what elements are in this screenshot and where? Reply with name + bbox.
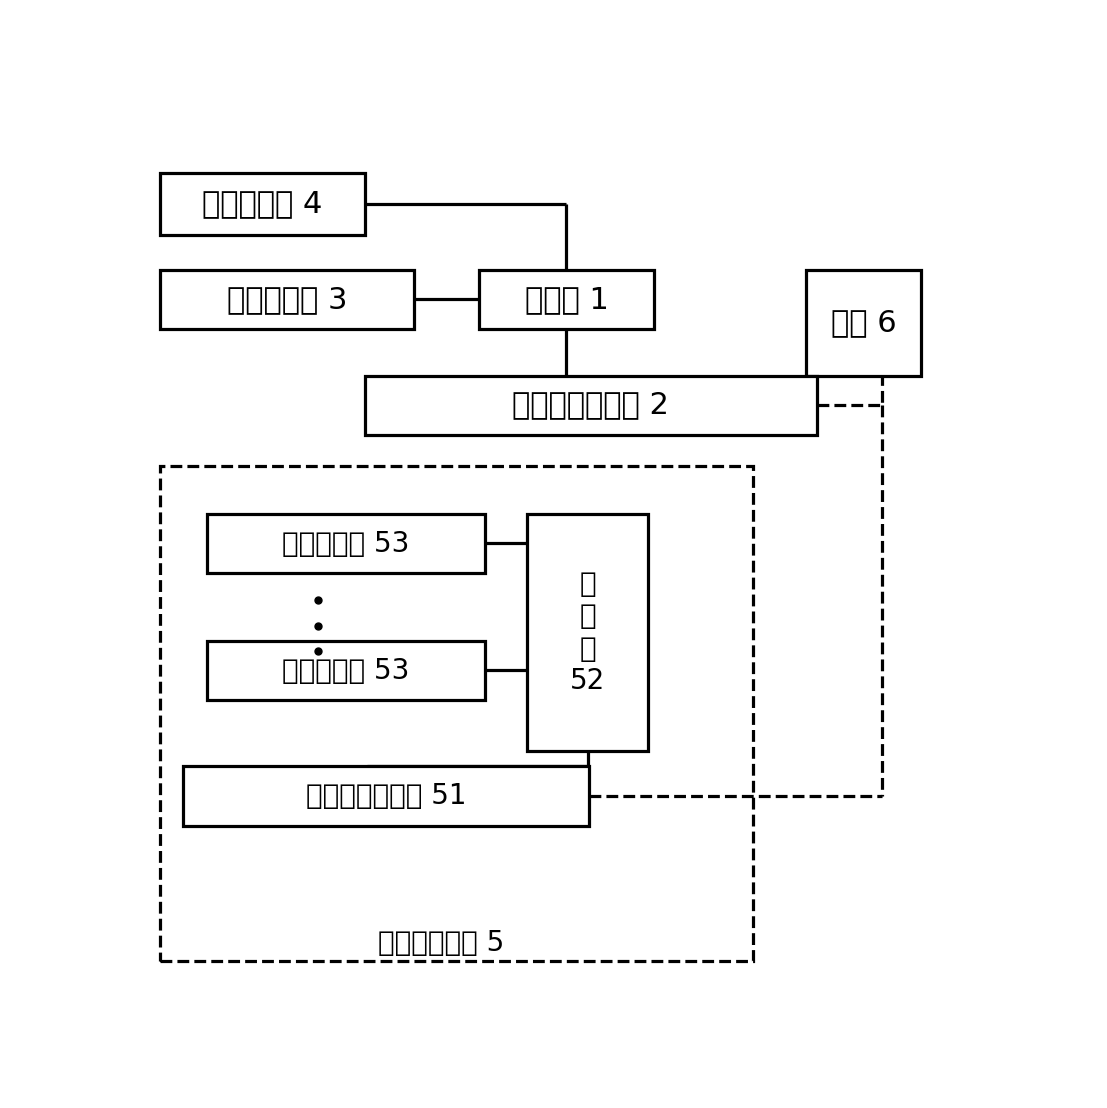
Text: 第二无线收发器 51: 第二无线收发器 51 [307,782,467,810]
Text: 湿度传感器 4: 湿度传感器 4 [203,189,322,218]
FancyBboxPatch shape [207,642,485,700]
FancyBboxPatch shape [207,514,485,574]
FancyBboxPatch shape [364,376,817,434]
FancyBboxPatch shape [806,270,921,376]
Text: 控制器 1: 控制器 1 [525,285,609,315]
FancyBboxPatch shape [479,270,654,329]
Text: 第一无线收发器 2: 第一无线收发器 2 [513,391,669,420]
FancyBboxPatch shape [161,270,414,329]
Text: 温度传感器 3: 温度传感器 3 [227,285,346,315]
FancyBboxPatch shape [184,766,589,825]
Text: 手机 6: 手机 6 [831,308,897,337]
Text: 气体检测装置 5: 气体检测装置 5 [377,929,504,957]
Text: 单
片
机
52: 单 片 机 52 [570,570,606,695]
FancyBboxPatch shape [161,173,364,235]
FancyBboxPatch shape [527,514,649,750]
Text: 气体传感器 53: 气体传感器 53 [282,657,410,685]
FancyBboxPatch shape [161,466,753,961]
Text: 气体传感器 53: 气体传感器 53 [282,530,410,557]
